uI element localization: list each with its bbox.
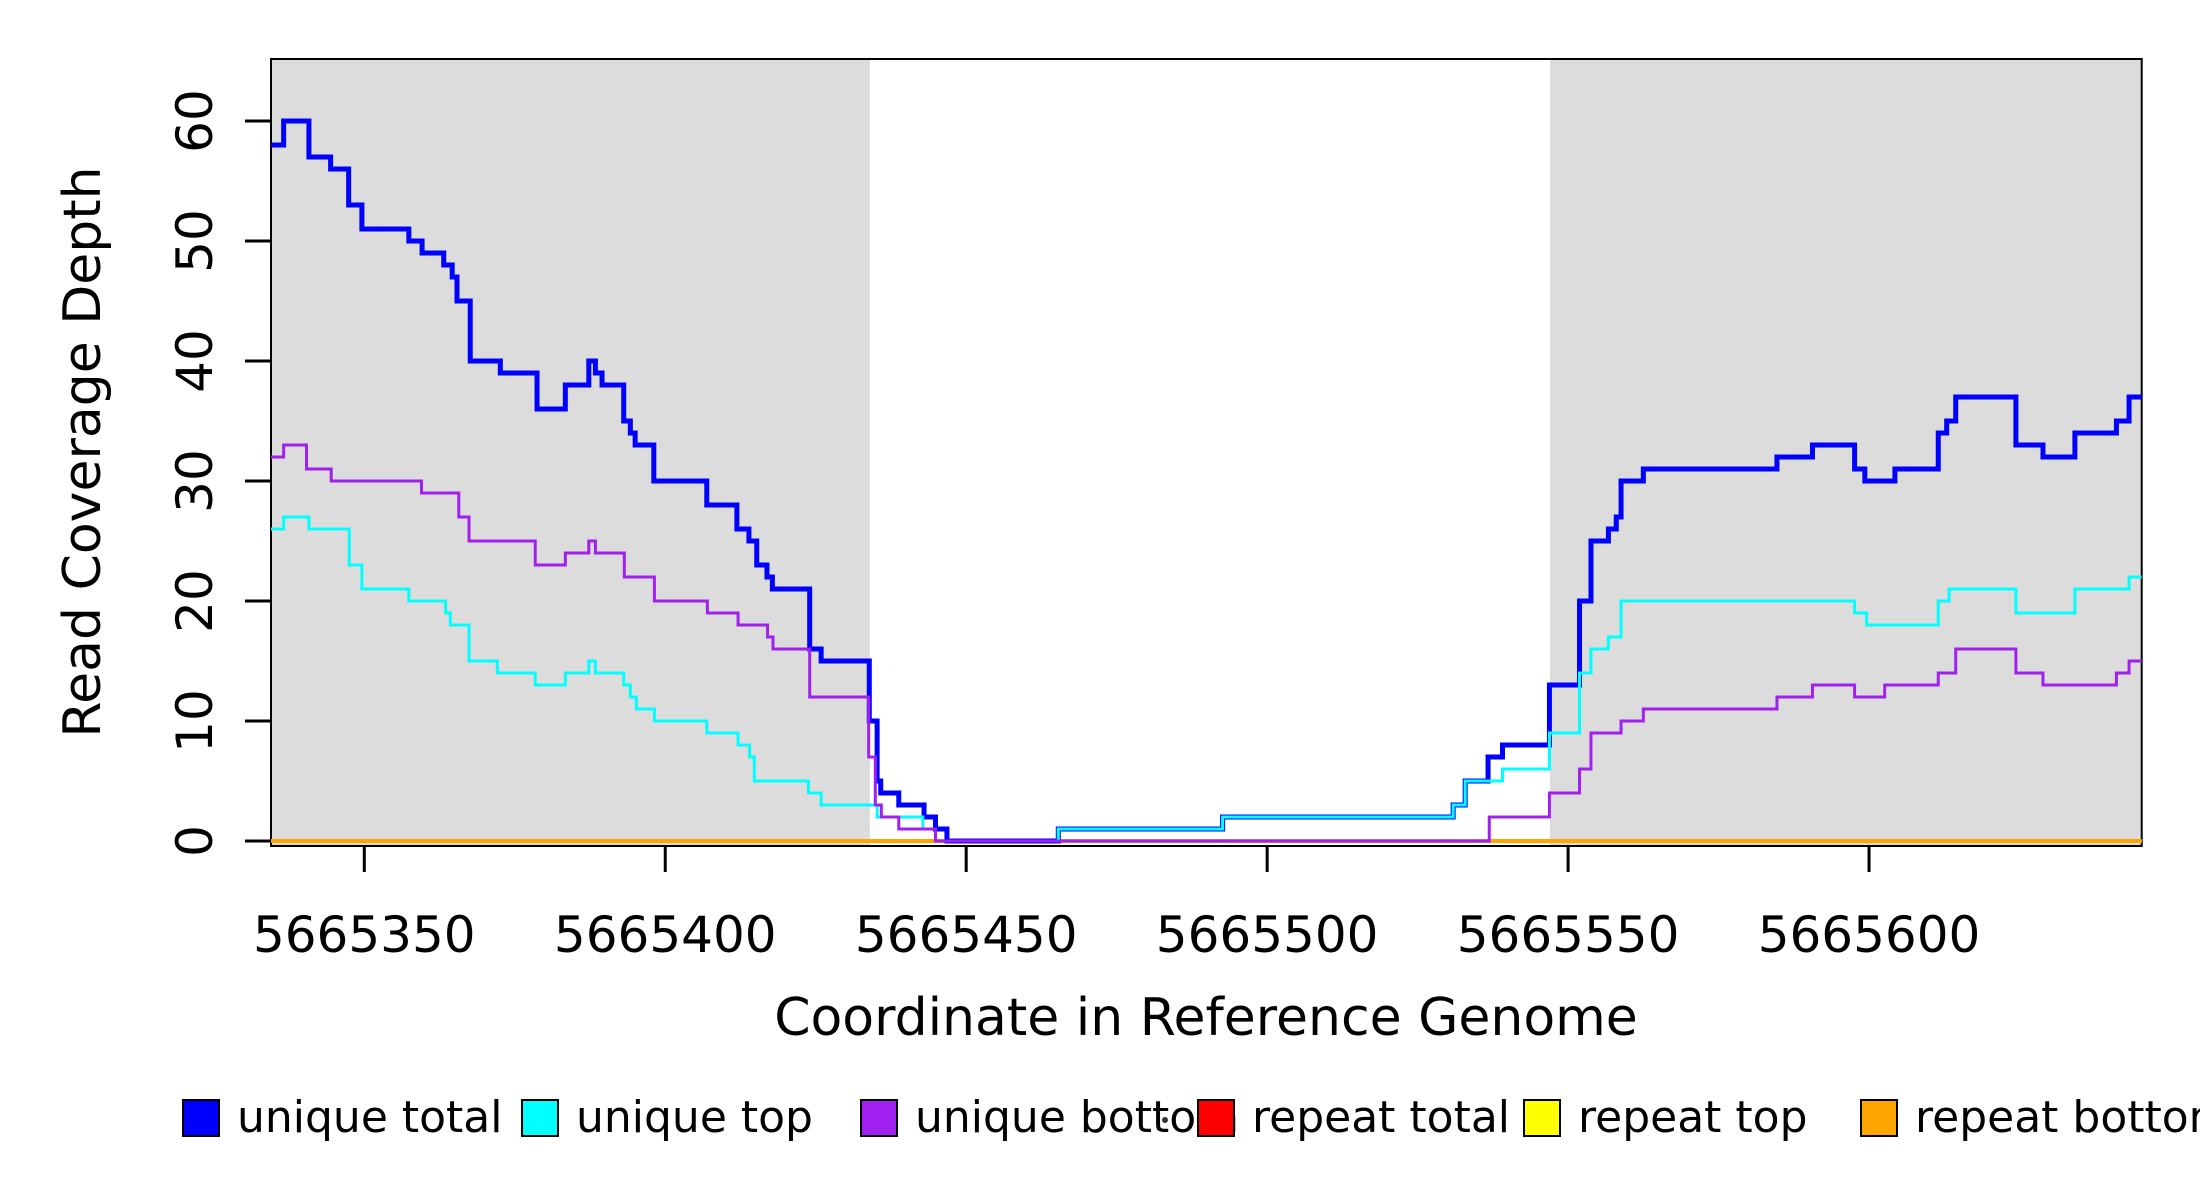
y-tick-label: 10	[166, 689, 224, 753]
y-tick-label: 20	[166, 569, 224, 633]
legend-swatch	[182, 1099, 220, 1137]
legend-label: unique top	[576, 1092, 813, 1143]
x-tick-label: 5665550	[1457, 906, 1680, 964]
y-tick-label: 50	[166, 209, 224, 273]
legend-item-repeat-bottom: repeat bottom	[1860, 1092, 2200, 1143]
legend-swatch	[1860, 1099, 1898, 1137]
legend-swatch	[521, 1099, 559, 1137]
legend-item-unique-top: unique top	[521, 1092, 813, 1143]
shaded-region	[271, 59, 870, 846]
legend-item-unique-total: unique total	[182, 1092, 502, 1143]
legend-label: repeat bottom	[1915, 1092, 2200, 1143]
plot-border	[270, 58, 2143, 847]
x-tick-label: 5665600	[1758, 906, 1981, 964]
shaded-regions	[271, 59, 2142, 846]
legend-swatch	[860, 1099, 898, 1137]
legend-label: unique total	[237, 1092, 502, 1143]
legend-item-unique-bottom: unique bottom	[860, 1092, 1239, 1143]
shaded-region	[1550, 59, 2142, 846]
legend-label: repeat total	[1252, 1092, 1510, 1143]
series-unique-top	[271, 515, 2142, 843]
plot-box	[270, 58, 2143, 847]
y-tick-label: 0	[166, 825, 224, 857]
legend-item-repeat-total: repeat total	[1197, 1092, 1510, 1143]
x-tick-label: 5665450	[855, 906, 1078, 964]
x-tick-label: 5665400	[554, 906, 777, 964]
y-axis-title: Read Coverage Depth	[53, 166, 113, 737]
series-unique-bottom	[271, 443, 2142, 843]
x-tick-label: 5665500	[1156, 906, 1379, 964]
series-lines	[271, 118, 2142, 844]
legend-label: unique bottom	[915, 1092, 1239, 1143]
y-tick-label: 40	[166, 329, 224, 393]
x-axis-title: Coordinate in Reference Genome	[774, 988, 1638, 1048]
y-tick-label: 30	[166, 449, 224, 513]
legend-swatch	[1523, 1099, 1561, 1137]
legend-item-repeat-top: repeat top	[1523, 1092, 1808, 1143]
y-tick-label: 60	[166, 89, 224, 153]
stray-dot	[1162, 1117, 1168, 1123]
x-tick-label: 5665350	[253, 906, 476, 964]
series-unique-total	[271, 118, 2142, 844]
legend-label: repeat top	[1578, 1092, 1808, 1143]
legend-swatch	[1197, 1099, 1235, 1137]
axis-ticks: 5665350 5665400 5665450 5665500 5665550 56656…	[166, 89, 1980, 964]
legend: unique total unique top unique bottom repea…	[182, 1092, 2200, 1143]
